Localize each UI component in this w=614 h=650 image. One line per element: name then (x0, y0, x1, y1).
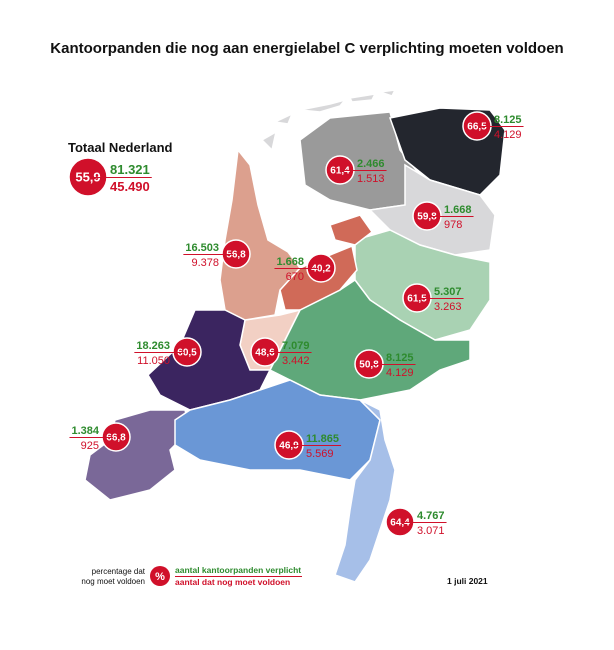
total-count: 2.466 (357, 158, 385, 170)
percentage: 40,2 (311, 264, 331, 275)
percentage: 55,9 (75, 170, 100, 185)
legend-text: percentage dat (92, 567, 146, 576)
date: 1 juli 2021 (447, 576, 488, 586)
percentage: 60,5 (177, 348, 197, 359)
total-count: 1.384 (71, 425, 99, 437)
total-count: 5.307 (434, 286, 462, 298)
remaining-count: 925 (81, 440, 99, 452)
legend-text: nog moet voldoen (81, 577, 145, 586)
total-count: 1.668 (444, 204, 472, 216)
total-label: Totaal Nederland (68, 140, 173, 155)
remaining-count: 978 (444, 219, 462, 231)
remaining-count: 3.263 (434, 301, 462, 313)
zeeland (84, 409, 191, 501)
gelderland (268, 278, 471, 401)
percentage: 64,4 (390, 518, 410, 529)
percentage: 61,5 (407, 294, 427, 305)
remaining-count: 670 (286, 271, 304, 283)
total-count: 8.125 (386, 352, 414, 364)
limburg (334, 399, 396, 583)
remaining-count: 1.513 (357, 173, 385, 185)
remaining-count: 3.442 (282, 355, 310, 367)
remaining-count: 3.071 (417, 525, 445, 537)
total-count: 18.263 (136, 340, 170, 352)
percentage: 48,6 (255, 348, 275, 359)
percentage: 46,9 (279, 441, 299, 452)
percentage: 59,8 (417, 212, 437, 223)
remaining-count: 5.569 (306, 448, 334, 460)
total-count: 81.321 (110, 162, 150, 177)
title: Kantoorpanden die nog aan energielabel C… (50, 40, 563, 57)
legend-symbol: % (155, 571, 165, 583)
total-count: 1.668 (276, 256, 304, 268)
remaining-count: 11.050 (137, 355, 170, 367)
percentage: 61,4 (330, 166, 350, 177)
total-count: 16.503 (185, 242, 219, 254)
total-count: 8.125 (494, 114, 522, 126)
remaining-count: 4.129 (494, 129, 522, 141)
remaining-count: 4.129 (386, 367, 414, 379)
total-count: 4.767 (417, 510, 445, 522)
total-count: 11.865 (306, 433, 339, 445)
percentage: 50,8 (359, 360, 379, 371)
islands (260, 89, 397, 152)
remaining-count: 9.378 (191, 257, 219, 269)
legend-badge (150, 566, 170, 586)
total-count: 7.079 (282, 340, 310, 352)
legend-total: aantal kantoorpanden verplicht (175, 565, 301, 575)
labels: 55,9 81.321 45.490 66,5 8.125 4.129 61,4 2.466 1… (68, 111, 524, 537)
remaining-count: 45.490 (110, 179, 150, 194)
noord-holland (219, 148, 301, 321)
percentage: 56,8 (226, 250, 246, 261)
percentage: 66,5 (467, 122, 487, 133)
legend-remaining: aantal dat nog moet voldoen (175, 577, 290, 587)
percentage: 66,8 (106, 433, 126, 444)
